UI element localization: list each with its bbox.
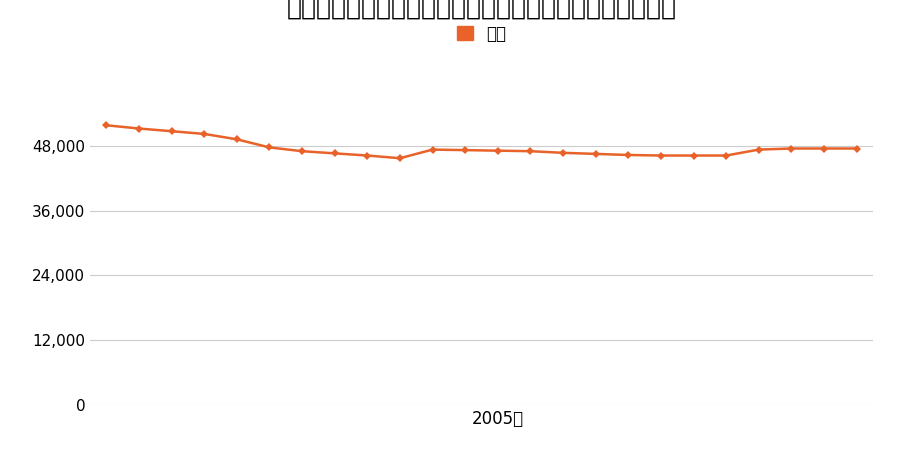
Legend: 価格: 価格: [450, 18, 513, 50]
Title: 愛知県額田郡幸田町大字野場字下沢渡２４番４の地価推移: 愛知県額田郡幸田町大字野場字下沢渡２４番４の地価推移: [286, 0, 677, 19]
